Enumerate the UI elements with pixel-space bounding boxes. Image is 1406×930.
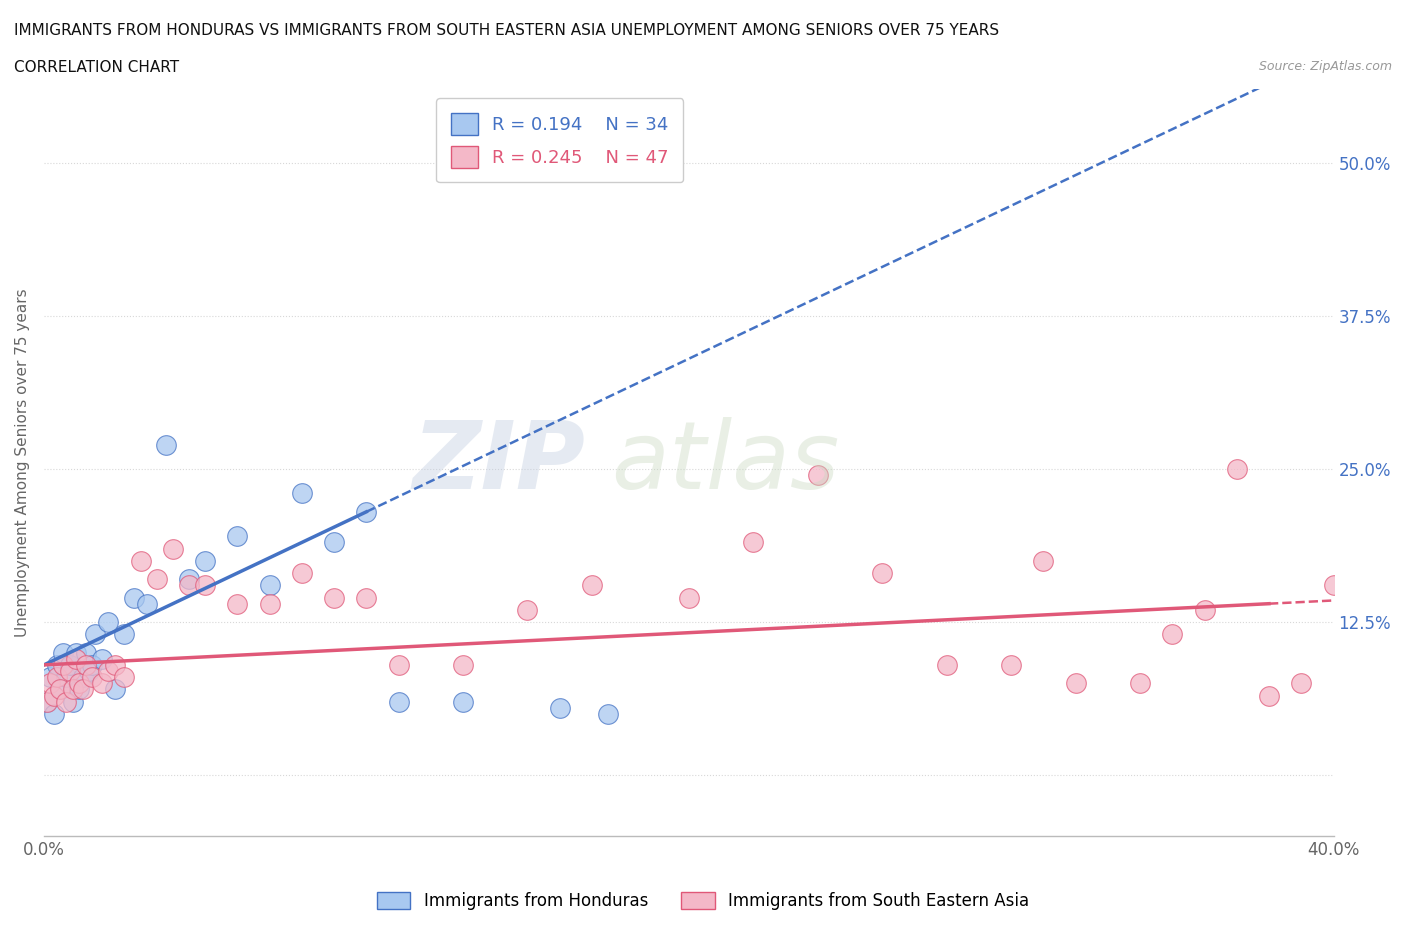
- Point: [49, 682, 72, 697]
- Point: [122, 591, 145, 605]
- Point: [1322, 578, 1344, 592]
- Point: [323, 591, 346, 605]
- Point: [226, 596, 249, 611]
- Point: [136, 596, 159, 611]
- Point: [75, 645, 97, 660]
- Point: [581, 578, 603, 592]
- Point: [39, 676, 62, 691]
- Point: [72, 682, 94, 697]
- Y-axis label: Unemployment Among Seniors over 75 years: Unemployment Among Seniors over 75 years: [15, 288, 30, 637]
- Point: [678, 591, 700, 605]
- Point: [75, 658, 97, 672]
- Point: [45, 670, 67, 684]
- Point: [1000, 658, 1022, 672]
- Point: [82, 670, 104, 684]
- Point: [114, 627, 136, 642]
- Point: [548, 700, 571, 715]
- Point: [59, 658, 82, 672]
- Point: [291, 486, 314, 501]
- Point: [65, 651, 87, 666]
- Point: [807, 468, 830, 483]
- Point: [1064, 676, 1087, 691]
- Point: [97, 664, 120, 679]
- Point: [387, 694, 409, 709]
- Point: [1161, 627, 1184, 642]
- Point: [62, 694, 84, 709]
- Point: [67, 682, 90, 697]
- Point: [39, 670, 62, 684]
- Point: [259, 596, 281, 611]
- Point: [259, 578, 281, 592]
- Point: [62, 682, 84, 697]
- Point: [194, 553, 217, 568]
- Point: [1258, 688, 1281, 703]
- Point: [52, 658, 75, 672]
- Point: [52, 645, 75, 660]
- Point: [55, 694, 77, 709]
- Legend: Immigrants from Honduras, Immigrants from South Eastern Asia: Immigrants from Honduras, Immigrants fro…: [370, 885, 1036, 917]
- Point: [387, 658, 409, 672]
- Point: [114, 670, 136, 684]
- Point: [451, 694, 474, 709]
- Point: [97, 615, 120, 630]
- Point: [226, 529, 249, 544]
- Point: [90, 676, 112, 691]
- Point: [82, 658, 104, 672]
- Legend: R = 0.194    N = 34, R = 0.245    N = 47: R = 0.194 N = 34, R = 0.245 N = 47: [436, 99, 683, 182]
- Point: [67, 676, 90, 691]
- Point: [323, 535, 346, 550]
- Point: [104, 658, 127, 672]
- Point: [45, 658, 67, 672]
- Point: [84, 627, 107, 642]
- Point: [356, 504, 378, 519]
- Point: [155, 437, 177, 452]
- Point: [598, 707, 620, 722]
- Point: [129, 553, 152, 568]
- Point: [177, 578, 200, 592]
- Point: [59, 664, 82, 679]
- Point: [55, 670, 77, 684]
- Point: [42, 707, 65, 722]
- Point: [37, 694, 59, 709]
- Point: [72, 670, 94, 684]
- Point: [516, 603, 538, 618]
- Point: [42, 688, 65, 703]
- Text: ZIP: ZIP: [412, 417, 585, 509]
- Point: [162, 541, 184, 556]
- Point: [177, 572, 200, 587]
- Point: [65, 645, 87, 660]
- Point: [1291, 676, 1313, 691]
- Text: CORRELATION CHART: CORRELATION CHART: [14, 60, 179, 75]
- Point: [1129, 676, 1152, 691]
- Point: [90, 651, 112, 666]
- Point: [49, 682, 72, 697]
- Point: [1226, 461, 1249, 476]
- Point: [145, 572, 167, 587]
- Point: [356, 591, 378, 605]
- Point: [1194, 603, 1216, 618]
- Point: [77, 664, 100, 679]
- Point: [1032, 553, 1054, 568]
- Text: Source: ZipAtlas.com: Source: ZipAtlas.com: [1258, 60, 1392, 73]
- Point: [37, 694, 59, 709]
- Point: [870, 565, 893, 580]
- Text: atlas: atlas: [612, 418, 839, 509]
- Point: [742, 535, 765, 550]
- Text: IMMIGRANTS FROM HONDURAS VS IMMIGRANTS FROM SOUTH EASTERN ASIA UNEMPLOYMENT AMON: IMMIGRANTS FROM HONDURAS VS IMMIGRANTS F…: [14, 23, 1000, 38]
- Point: [104, 682, 127, 697]
- Point: [291, 565, 314, 580]
- Point: [451, 658, 474, 672]
- Point: [194, 578, 217, 592]
- Point: [935, 658, 957, 672]
